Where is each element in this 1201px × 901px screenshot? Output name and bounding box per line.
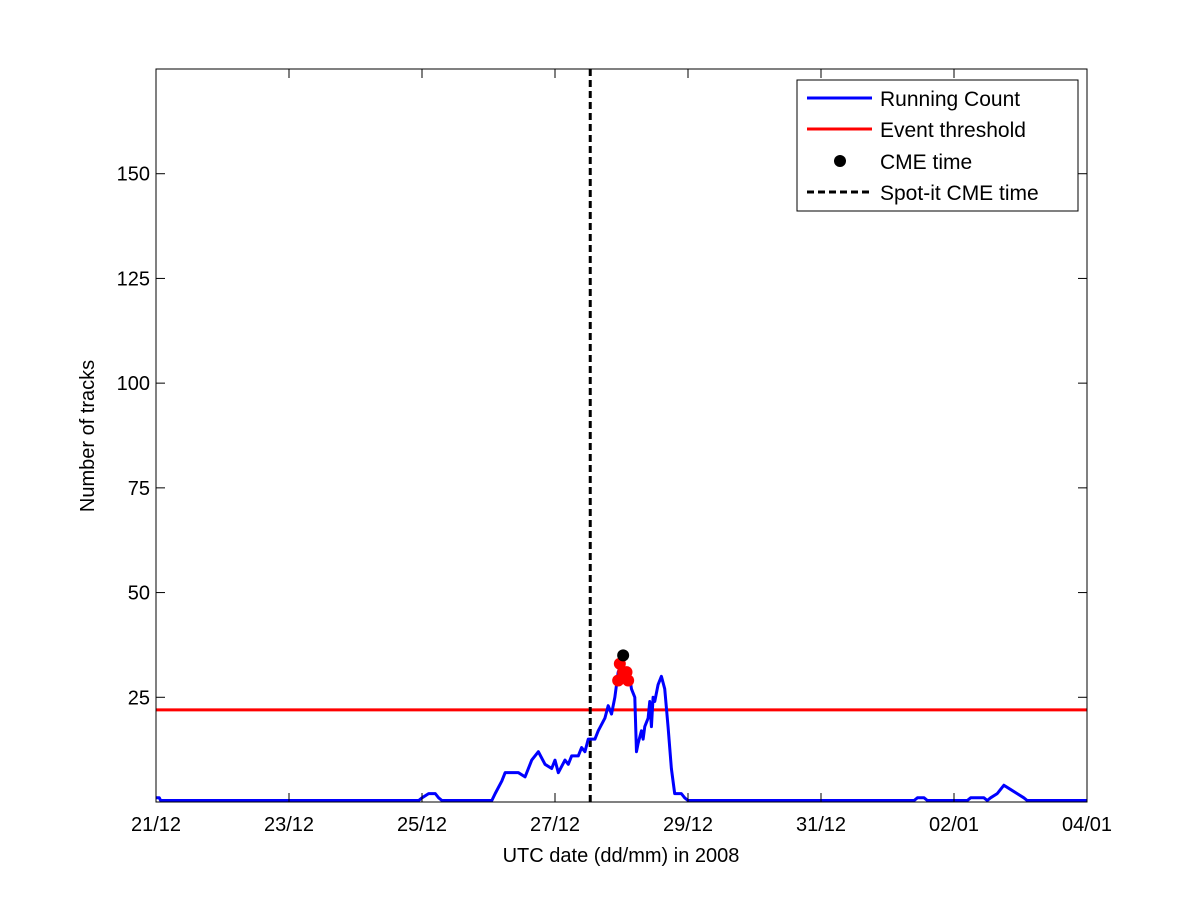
x-tick-label: 31/12 (796, 814, 846, 836)
y-axis-label: Number of tracks (77, 360, 99, 512)
plot-frame (155, 68, 1088, 803)
x-axis-label: UTC date (dd/mm) in 2008 (503, 845, 740, 867)
legend: Running Count Event threshold CME time S… (796, 79, 1079, 212)
x-axis: 21/12 23/12 25/12 27/12 29/12 31/12 02/01 04/01 (131, 69, 1112, 836)
y-axis: 25 50 75 100 125 150 (117, 164, 1087, 709)
legend-label-running-count: Running Count (880, 88, 1020, 111)
event-markers-layer (612, 657, 635, 687)
y-tick-label: 25 (128, 687, 150, 709)
cme-marker-layer (617, 649, 630, 662)
x-tick-label: 04/01 (1062, 814, 1112, 836)
x-tick-label: 29/12 (663, 814, 713, 836)
x-tick-label: 25/12 (397, 814, 447, 836)
y-tick-label: 150 (117, 164, 150, 186)
legend-label-event-threshold: Event threshold (880, 119, 1026, 142)
x-tick-label: 23/12 (264, 814, 314, 836)
cme-time-point (617, 649, 630, 662)
x-tick-label: 02/01 (929, 814, 979, 836)
event-point (622, 674, 635, 687)
legend-label-spot-it-cme-time: Spot-it CME time (880, 182, 1039, 205)
legend-label-cme-time: CME time (880, 151, 972, 174)
x-tick-label: 27/12 (530, 814, 580, 836)
y-tick-label: 125 (117, 268, 150, 290)
y-tick-label: 100 (117, 373, 150, 395)
legend-marker-cme-time (834, 155, 846, 167)
x-tick-label: 21/12 (131, 814, 181, 836)
legend-box (796, 79, 1079, 212)
y-tick-label: 75 (128, 478, 150, 500)
y-tick-label: 50 (128, 583, 150, 605)
